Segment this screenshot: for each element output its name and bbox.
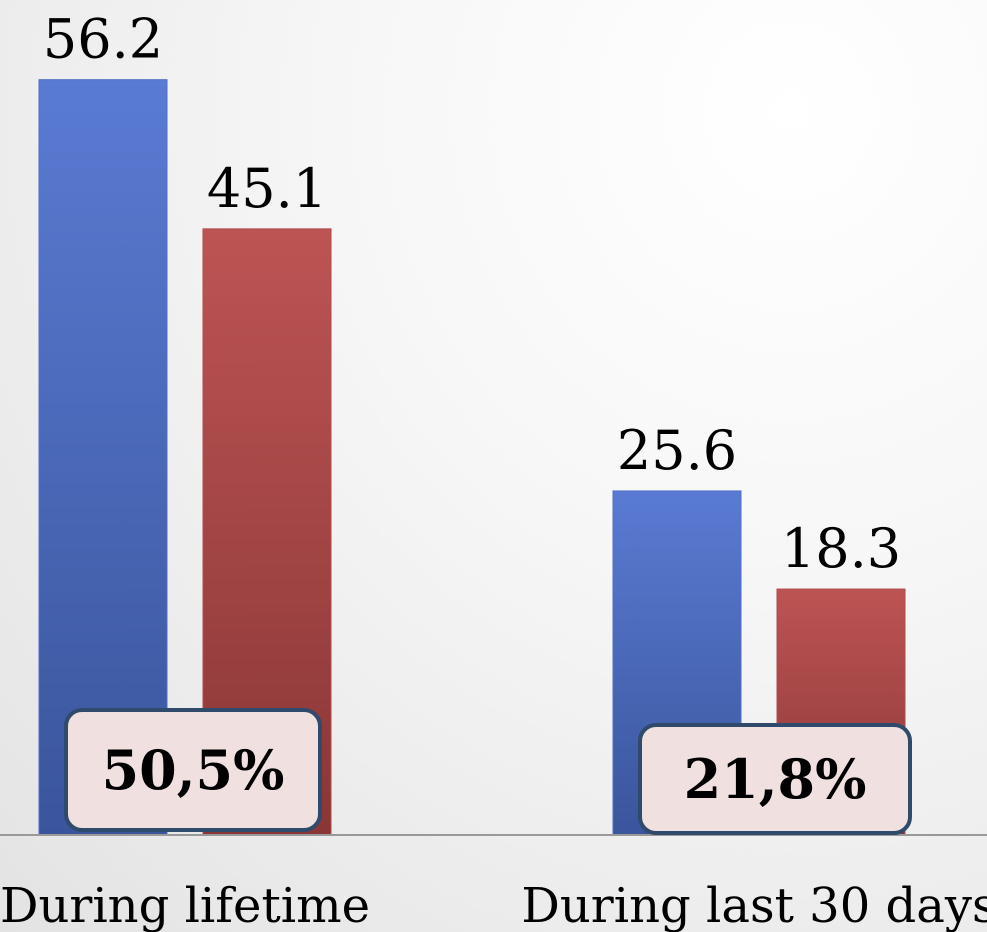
annotation-text-1: 21,8% bbox=[684, 747, 867, 811]
data-label-series1-0: 45.1 bbox=[207, 157, 327, 220]
data-label-series1-1: 18.3 bbox=[781, 517, 901, 580]
category-label-0: During lifetime bbox=[0, 878, 370, 932]
data-label-series0-1: 25.6 bbox=[617, 419, 737, 482]
annotation-text-0: 50,5% bbox=[102, 738, 285, 802]
value-labels-group: 56.2 45.1 25.6 18.3 bbox=[43, 8, 901, 580]
category-labels-group: During lifetime During last 30 days bbox=[0, 878, 987, 932]
annotation-box-0 bbox=[64, 708, 322, 832]
data-label-series0-0: 56.2 bbox=[43, 8, 163, 71]
category-label-1: During last 30 days bbox=[521, 878, 987, 932]
annotation-box-1 bbox=[638, 723, 912, 835]
annotations-group: 50,5% 21,8% bbox=[64, 708, 912, 835]
